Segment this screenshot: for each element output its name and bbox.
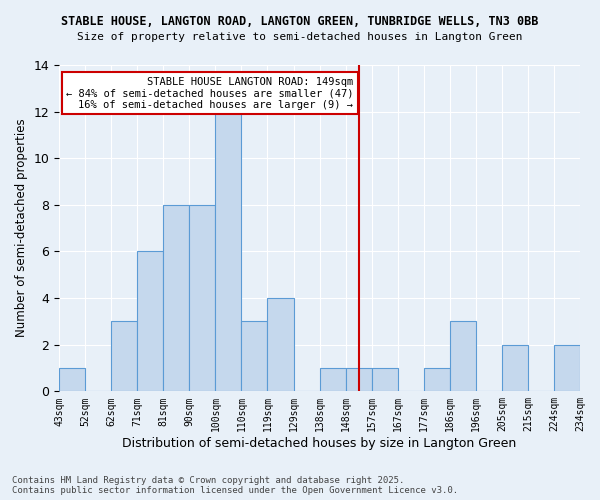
Bar (137, 252, 163, 392)
X-axis label: Distribution of semi-detached houses by size in Langton Green: Distribution of semi-detached houses by … (122, 437, 517, 450)
Bar (450, 322, 476, 392)
Bar (371, 368, 398, 392)
Bar (111, 322, 137, 392)
Text: Contains HM Land Registry data © Crown copyright and database right 2025.
Contai: Contains HM Land Registry data © Crown c… (12, 476, 458, 495)
Bar (163, 205, 190, 392)
Bar (502, 344, 528, 392)
Text: STABLE HOUSE, LANGTON ROAD, LANGTON GREEN, TUNBRIDGE WELLS, TN3 0BB: STABLE HOUSE, LANGTON ROAD, LANGTON GREE… (61, 15, 539, 28)
Y-axis label: Number of semi-detached properties: Number of semi-detached properties (15, 119, 28, 338)
Bar (215, 112, 241, 392)
Bar (241, 322, 268, 392)
Text: Size of property relative to semi-detached houses in Langton Green: Size of property relative to semi-detach… (77, 32, 523, 42)
Bar (268, 298, 293, 392)
Bar (554, 344, 580, 392)
Bar (59, 368, 85, 392)
Bar (346, 368, 371, 392)
Bar (190, 205, 215, 392)
Text: STABLE HOUSE LANGTON ROAD: 149sqm
← 84% of semi-detached houses are smaller (47): STABLE HOUSE LANGTON ROAD: 149sqm ← 84% … (66, 76, 353, 110)
Bar (320, 368, 346, 392)
Bar (424, 368, 450, 392)
